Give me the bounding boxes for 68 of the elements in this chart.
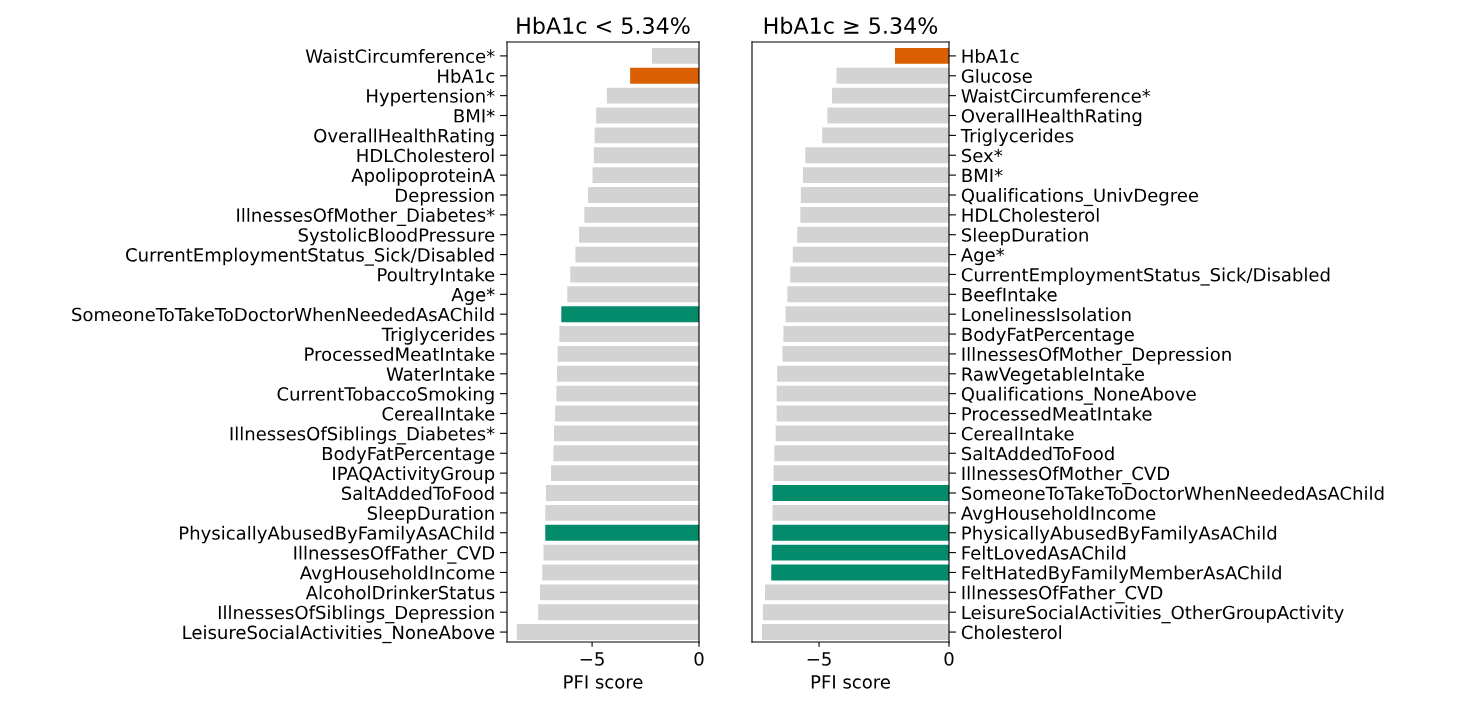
y-tick-label: SleepDuration	[367, 506, 494, 524]
y-tick-label: CerealIntake	[382, 406, 495, 421]
y-tick-label: CurrentTobaccoSmoking	[277, 386, 494, 405]
y-tick-label: PhysicallyAbusedByFamilyAsAChild	[180, 525, 494, 544]
y-tick-label: RawVegetableIntake	[962, 366, 1144, 385]
y-tick-label: SomeoneToTakeToDoctorWhenNeededAsAChild	[72, 307, 494, 322]
y-tick-label: OverallHealthRating	[961, 108, 1142, 127]
y-tick-label: CurrentEmploymentStatus_Sick/Disabled	[126, 247, 494, 266]
y-tick-label: IllnessesOfMother_Diabetes*	[237, 207, 495, 226]
y-tick-label: CerealIntake	[961, 426, 1074, 441]
y-tick-label: IPAQActivityGroup	[333, 466, 495, 484]
x-tick-label: −5	[807, 652, 831, 666]
y-tick-label: Triglycerides	[381, 327, 495, 345]
y-tick-label: SomeoneToTakeToDoctorWhenNeededAsAChild	[962, 486, 1384, 501]
y-tick-label: LeisureSocialActivities_OtherGroupActivity	[962, 605, 1344, 624]
y-tick-label: Qualifications_UnivDegree	[961, 188, 1199, 207]
y-tick-label: HbA1c	[438, 68, 495, 83]
y-tick-label: Sex*	[962, 148, 1003, 163]
y-tick-label: SleepDuration	[962, 227, 1088, 246]
y-tick-label: AvgHouseholdIncome	[299, 565, 495, 584]
x-tick-label: 0	[944, 652, 954, 666]
x-tick-label: −5	[580, 652, 604, 666]
y-tick-label: BMI*	[454, 108, 495, 123]
y-tick-label: Triglycerides	[960, 128, 1074, 146]
y-tick-label: Age*	[960, 248, 1005, 266]
y-tick-label: ApolipoproteinA	[351, 168, 496, 186]
y-tick-label: BeefIntake	[962, 287, 1057, 302]
y-tick-label: FeltLovedAsAChild	[962, 545, 1126, 560]
y-tick-label: Hypertension*	[367, 88, 495, 107]
y-tick-label: HbA1c	[962, 49, 1019, 64]
x-tick-label: 0	[694, 652, 704, 666]
y-tick-label: WaterIntake	[386, 366, 495, 381]
y-tick-label: LeisureSocialActivities_NoneAbove	[183, 625, 495, 644]
chart-title: HbA1c < 5.34%	[517, 16, 690, 34]
y-tick-label: BodyFatPercentage	[962, 327, 1134, 345]
y-tick-label: BodyFatPercentage	[322, 446, 495, 464]
y-tick-label: BMI*	[962, 168, 1003, 182]
y-tick-label: IllnessesOfSiblings_Depression	[218, 605, 494, 624]
y-tick-label: Depression	[396, 188, 494, 206]
y-tick-label: PhysicallyAbusedByFamilyAsAChild	[962, 525, 1277, 544]
y-tick-label: IllnessesOfSiblings_Diabetes*	[230, 426, 495, 445]
y-tick-label: IllnessesOfFather_CVD	[294, 545, 495, 564]
y-tick-label: SaltAddedToFood	[962, 446, 1114, 461]
y-tick-label: Age*	[451, 287, 495, 305]
y-tick-label: SystolicBloodPressure	[298, 227, 495, 246]
y-tick-label: OverallHealthRating	[314, 128, 494, 146]
y-tick-label: IllnessesOfFather_CVD	[962, 585, 1163, 604]
y-tick-label: HDLCholesterol	[357, 148, 494, 163]
y-tick-label: IllnessesOfMother_Depression	[962, 347, 1231, 366]
y-tick-label: CurrentEmploymentStatus_Sick/Disabled	[961, 267, 1330, 286]
y-tick-label: SaltAddedToFood	[341, 486, 494, 501]
x-axis-title: PFI score	[811, 675, 890, 689]
y-tick-label: ProcessedMeatIntake	[305, 347, 495, 362]
y-tick-label: AvgHouseholdIncome	[960, 506, 1156, 524]
y-tick-label: ProcessedMeatIntake	[962, 406, 1152, 421]
x-axis-title: PFI score	[564, 675, 643, 689]
chart-title: HbA1c ≥ 5.34%	[764, 16, 938, 34]
y-tick-label: AlcoholDrinkerStatus	[305, 585, 495, 600]
y-tick-label: WaistCircumference*	[961, 88, 1151, 103]
y-tick-label: WaistCircumference*	[305, 49, 495, 64]
y-tick-label: Qualifications_NoneAbove	[961, 386, 1196, 405]
y-tick-label: Glucose	[961, 68, 1032, 83]
y-tick-label: HDLCholesterol	[962, 207, 1099, 222]
y-tick-label: Cholesterol	[961, 625, 1062, 640]
y-tick-label: IllnessesOfMother_CVD	[962, 466, 1170, 485]
y-tick-label: FeltHatedByFamilyMemberAsAChild	[962, 565, 1281, 584]
y-tick-label: PoultryIntake	[378, 267, 495, 286]
y-tick-label: LonelinessIsolation	[962, 307, 1131, 322]
